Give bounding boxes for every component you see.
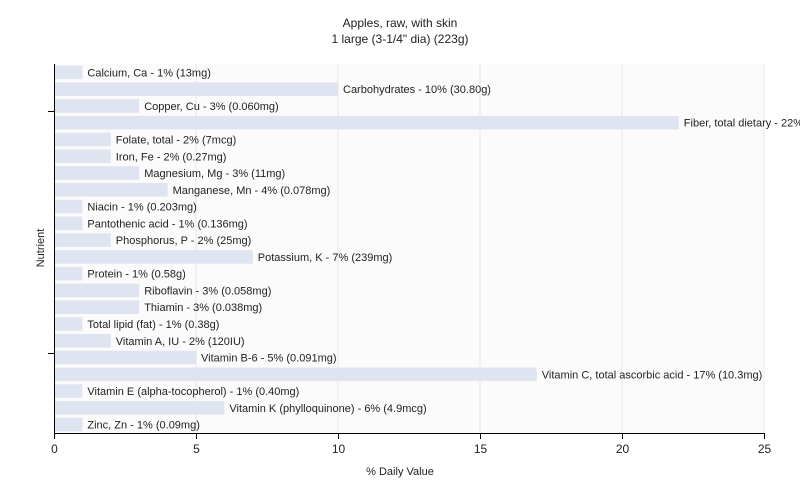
bar-label: Total lipid (fat) - 1% (0.38g) [87, 319, 219, 331]
bar-label: Potassium, K - 7% (239mg) [258, 252, 393, 264]
bar [54, 166, 140, 180]
x-tick-label: 10 [332, 442, 346, 456]
bar-label: Vitamin K (phylloquinone) - 6% (4.9mcg) [229, 403, 426, 415]
x-tick-label: 20 [616, 442, 630, 456]
bar-label: Pantothenic acid - 1% (0.136mg) [87, 218, 247, 230]
bar [54, 350, 196, 365]
bar [54, 417, 83, 432]
bar [54, 132, 111, 147]
bar-label: Vitamin B-6 - 5% (0.091mg) [201, 353, 337, 365]
x-tick-label: 25 [758, 442, 772, 456]
bar-label: Protein - 1% (0.58g) [87, 269, 185, 281]
bar [54, 333, 111, 348]
x-axis-label: % Daily Value [366, 466, 434, 478]
y-axis-label: Nutrient [35, 228, 47, 268]
bar [54, 401, 225, 415]
bar-label: Carbohydrates - 10% (30.80g) [343, 84, 491, 96]
bar [54, 149, 111, 164]
bar [54, 115, 679, 130]
bar [54, 367, 537, 382]
bar [54, 82, 338, 96]
bar-label: Riboflavin - 3% (0.058mg) [144, 285, 271, 297]
bar-label: Folate, total - 2% (7mcg) [116, 134, 236, 146]
chart-title: Apples, raw, with skin [342, 16, 458, 30]
bar [54, 384, 83, 398]
bar [54, 300, 140, 314]
bar-label: Calcium, Ca - 1% (13mg) [87, 67, 210, 79]
bar-label: Iron, Fe - 2% (0.27mg) [116, 151, 227, 163]
bar-label: Vitamin C, total ascorbic acid - 17% (10… [542, 369, 763, 381]
bar-label: Magnesium, Mg - 3% (11mg) [144, 168, 285, 180]
bar [54, 65, 83, 80]
bar-label: Vitamin A, IU - 2% (120IU) [116, 336, 245, 348]
bar-label: Vitamin E (alpha-tocopherol) - 1% (0.40m… [87, 386, 299, 398]
bar-label: Zinc, Zn - 1% (0.09mg) [87, 420, 199, 432]
chart-subtitle: 1 large (3-1/4" dia) (223g) [331, 32, 469, 46]
bar [54, 216, 83, 231]
x-tick-label: 0 [51, 442, 58, 456]
bar-label: Thiamin - 3% (0.038mg) [144, 302, 262, 314]
bar [54, 250, 253, 264]
bar [54, 99, 140, 113]
bar [54, 266, 83, 281]
bar-label: Niacin - 1% (0.203mg) [87, 202, 196, 214]
x-tick-label: 5 [193, 442, 200, 456]
bar-label: Manganese, Mn - 4% (0.078mg) [173, 185, 331, 197]
bar [54, 233, 111, 247]
bar-label: Fiber, total dietary - 22% (5.4g) [684, 118, 800, 130]
bar [54, 283, 140, 298]
bar [54, 183, 168, 197]
bar-label: Phosphorus, P - 2% (25mg) [116, 235, 252, 247]
bar [54, 199, 83, 214]
x-tick-label: 15 [474, 442, 488, 456]
bar-label: Copper, Cu - 3% (0.060mg) [144, 101, 279, 113]
bar [54, 317, 83, 331]
